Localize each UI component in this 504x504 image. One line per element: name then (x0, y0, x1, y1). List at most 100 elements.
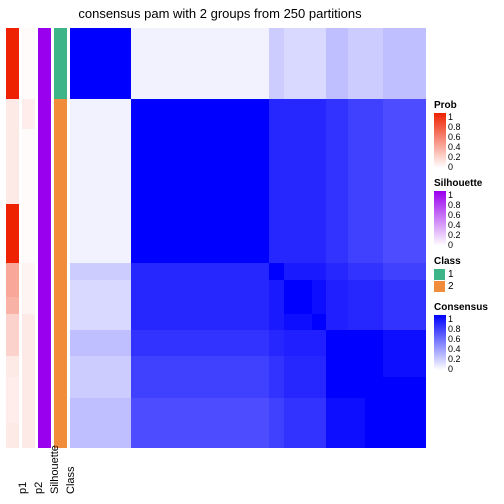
heatmap-cell (269, 297, 283, 314)
anno-col-silhouette (38, 28, 51, 448)
heatmap-cell (326, 423, 347, 448)
heatmap-cell (312, 423, 326, 448)
heatmap-cell (348, 263, 366, 280)
heatmap-cell (269, 330, 283, 355)
class-label: 2 (448, 281, 454, 292)
column-labels: p1 p2 Silhouette Class (6, 450, 426, 500)
tick-label: 0 (448, 241, 453, 250)
heatmap-cell (131, 263, 156, 280)
legend-title: Prob (434, 100, 502, 111)
heatmap-cell (131, 129, 156, 205)
heatmap-cell (284, 263, 298, 280)
heatmap-cell (220, 28, 270, 99)
anno-cell (54, 129, 67, 205)
heatmap-cell (298, 297, 312, 314)
legends: Prob10.80.60.40.20Silhouette10.80.60.40.… (434, 100, 502, 380)
heatmap-cell (220, 377, 270, 398)
heatmap-cell (298, 99, 312, 128)
tick-label: 0.2 (448, 355, 461, 364)
anno-cell (6, 28, 19, 99)
heatmap-cell (383, 314, 404, 331)
heatmap-cell (155, 99, 219, 128)
legend-consensus: Consensus10.80.60.40.20 (434, 302, 502, 370)
anno-cell (22, 423, 35, 448)
heatmap-cell (312, 99, 326, 128)
heatmap-cell (365, 398, 383, 423)
anno-cell (54, 377, 67, 398)
heatmap-cell (284, 28, 298, 99)
heatmap-cell (405, 28, 426, 99)
anno-col-p1 (6, 28, 19, 448)
heatmap-cell (383, 398, 404, 423)
anno-cell (6, 129, 19, 205)
tick-label: 0 (448, 163, 453, 172)
tick-label: 0.8 (448, 201, 461, 210)
anno-cell (22, 129, 35, 205)
heatmap-cell (312, 377, 326, 398)
heatmap-cell (326, 280, 347, 297)
heatmap-cell (220, 204, 270, 263)
heatmap-cell (131, 204, 156, 263)
heatmap-cell (70, 263, 131, 280)
heatmap-cell (269, 28, 283, 99)
anno-cell (6, 263, 19, 280)
heatmap-cell (326, 204, 347, 263)
tick-label: 0.8 (448, 325, 461, 334)
anno-cell (38, 99, 51, 128)
heatmap-cell (405, 330, 426, 355)
heatmap-cell (284, 398, 298, 423)
label-silhouette: Silhouette (49, 445, 61, 494)
legend-silhouette: Silhouette10.80.60.40.20 (434, 178, 502, 246)
heatmap-cell (70, 398, 131, 423)
heatmap-cell (269, 204, 283, 263)
heatmap-cell (70, 280, 131, 297)
anno-cell (22, 28, 35, 99)
heatmap-cell (70, 297, 131, 314)
gradient-ticks: 10.80.60.40.20 (446, 315, 468, 370)
heatmap-cell (155, 314, 219, 331)
heatmap-cell (269, 423, 283, 448)
label-p2: p2 (33, 482, 45, 494)
heatmap-cell (298, 330, 312, 355)
heatmap-cell (365, 280, 383, 297)
heatmap-cell (348, 99, 366, 128)
heatmap-row (70, 423, 426, 448)
heatmap-cell (348, 204, 366, 263)
anno-cell (6, 377, 19, 398)
tick-label: 0.2 (448, 153, 461, 162)
plot-area (6, 28, 426, 448)
heatmap-cell (326, 263, 347, 280)
label-class: Class (65, 466, 77, 494)
heatmap-cell (326, 398, 347, 423)
anno-cell (22, 204, 35, 263)
heatmap-row (70, 314, 426, 331)
heatmap-cell (383, 297, 404, 314)
legend-prob: Prob10.80.60.40.20 (434, 100, 502, 168)
heatmap-cell (405, 99, 426, 128)
heatmap-cell (131, 423, 156, 448)
anno-cell (6, 398, 19, 423)
anno-cell (6, 99, 19, 128)
heatmap-cell (383, 28, 404, 99)
heatmap-cell (70, 314, 131, 331)
gradient-bar (434, 191, 446, 246)
heatmap-cell (383, 377, 404, 398)
heatmap-row (70, 99, 426, 128)
anno-cell (38, 377, 51, 398)
anno-cell (38, 280, 51, 297)
anno-cell (54, 398, 67, 423)
heatmap-cell (131, 280, 156, 297)
heatmap-cell (284, 99, 298, 128)
heatmap-cell (326, 377, 347, 398)
heatmap-cell (220, 263, 270, 280)
gradient-ticks: 10.80.60.40.20 (446, 191, 468, 246)
anno-cell (38, 263, 51, 280)
heatmap-cell (70, 330, 131, 355)
label-p1: p1 (17, 482, 29, 494)
heatmap-cell (131, 297, 156, 314)
heatmap-cell (312, 330, 326, 355)
heatmap-cell (155, 423, 219, 448)
gradient-bar (434, 315, 446, 370)
heatmap-cell (312, 398, 326, 423)
anno-cell (6, 330, 19, 355)
